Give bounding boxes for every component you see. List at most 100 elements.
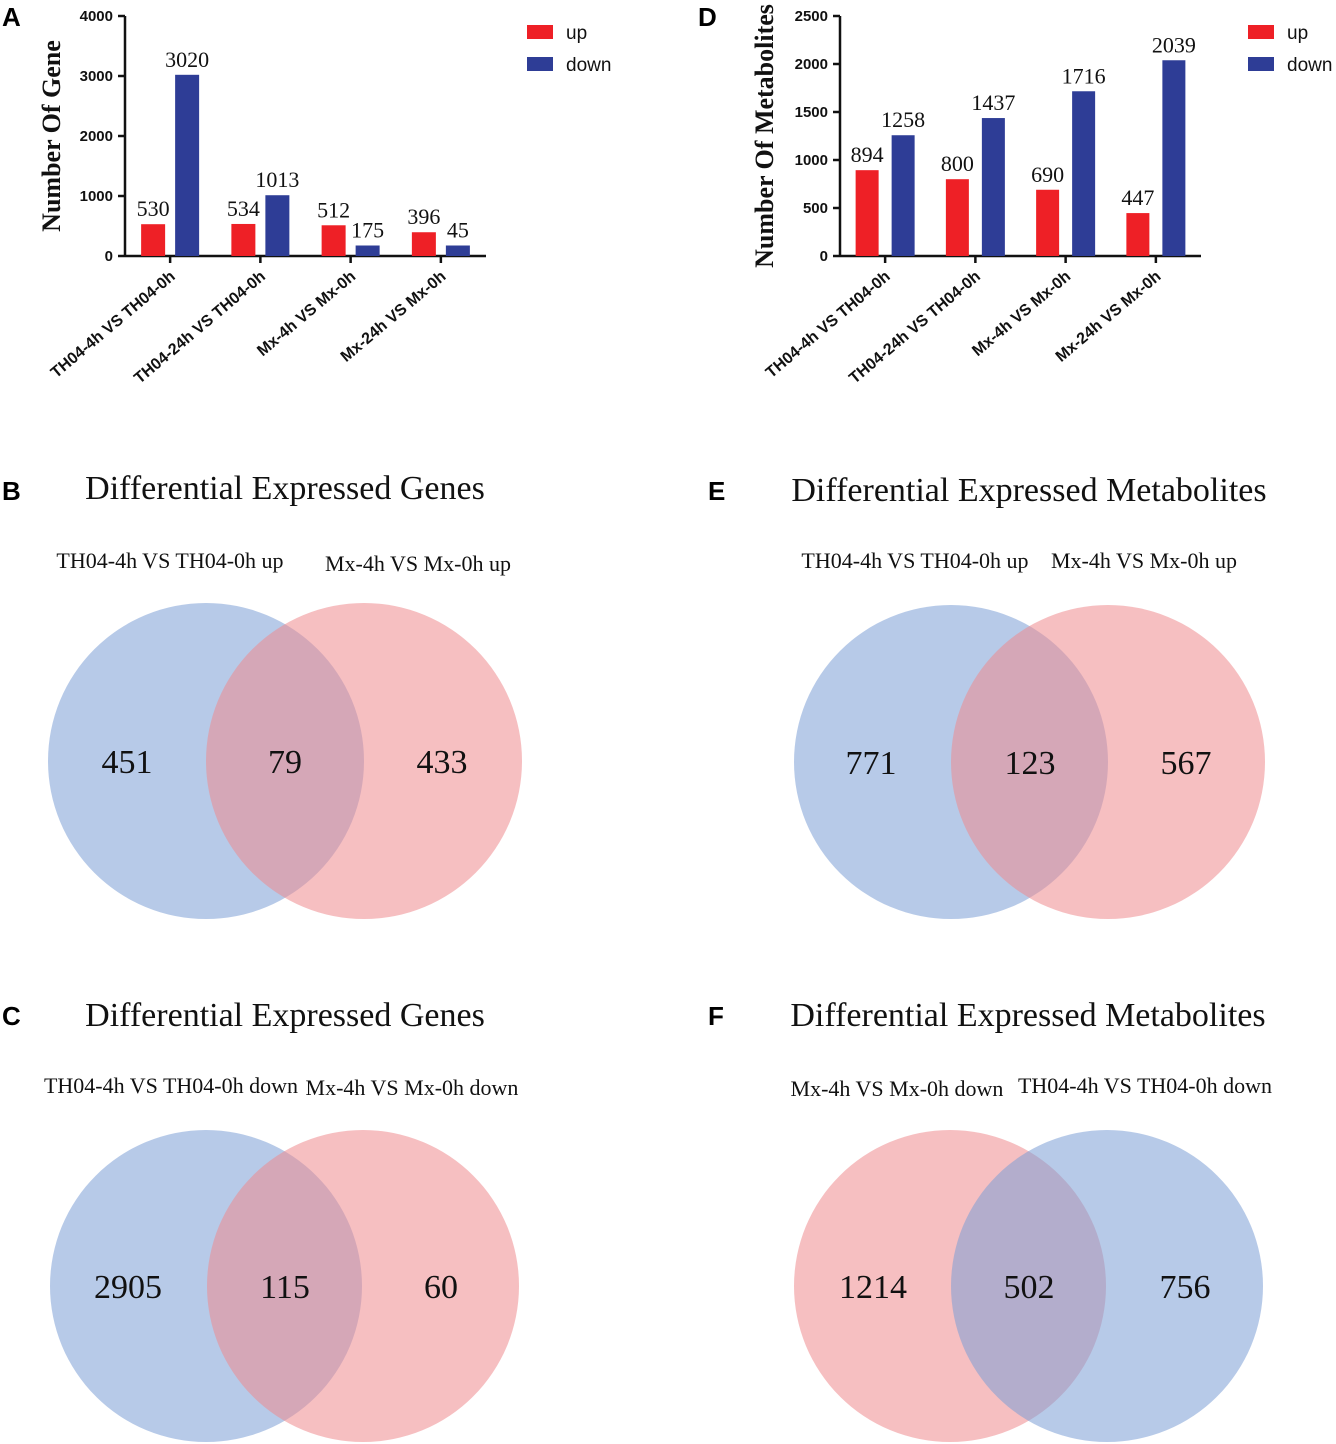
bar-down xyxy=(891,135,915,256)
bars xyxy=(141,74,470,256)
venn-circle-right xyxy=(951,1130,1263,1442)
venn-set-label-right: Mx-4h VS Mx-0h down xyxy=(306,1075,519,1100)
bar-down xyxy=(981,118,1005,256)
venn-count-right: 756 xyxy=(1160,1269,1211,1306)
venn-diagram-genes-down: C Differential Expressed Genes TH04-4h V… xyxy=(2,997,519,1442)
panel-letter: B xyxy=(2,476,21,506)
legend-label-down: down xyxy=(1287,55,1332,76)
panel-letter: A xyxy=(2,2,21,32)
legend: up down xyxy=(527,23,611,76)
venn-count-left: 771 xyxy=(846,745,897,782)
bar-up xyxy=(945,179,969,256)
y-tick-label: 0 xyxy=(820,248,828,265)
legend-label-up: up xyxy=(1287,23,1308,44)
bar-down xyxy=(175,74,200,256)
bar-down xyxy=(265,195,290,256)
venn-count-overlap: 115 xyxy=(260,1269,310,1306)
venn-circle-right xyxy=(206,603,522,919)
legend-swatch-down xyxy=(1248,57,1274,71)
y-tick-label: 2500 xyxy=(795,8,828,25)
bar-up xyxy=(321,225,346,256)
bar-up xyxy=(1036,189,1060,256)
y-ticks: 0 1000 2000 3000 4000 xyxy=(80,8,125,265)
venn-diagram-metabolites-down: F Differential Expressed Metabolites Mx-… xyxy=(708,997,1272,1442)
data-label-down: 2039 xyxy=(1152,32,1196,57)
legend: up down xyxy=(1248,23,1332,76)
venn-count-overlap: 79 xyxy=(268,744,302,781)
bar-up xyxy=(411,232,436,256)
venn-diagram-metabolites-up: E Differential Expressed Metabolites TH0… xyxy=(708,472,1267,919)
data-label-up: 894 xyxy=(851,142,884,167)
venn-title: Differential Expressed Genes xyxy=(85,470,485,507)
data-label-up: 396 xyxy=(407,204,440,229)
legend-swatch-up xyxy=(527,25,553,39)
panel-letter: F xyxy=(708,1001,724,1031)
y-tick-label: 500 xyxy=(803,200,828,217)
y-tick-label: 2000 xyxy=(80,128,113,145)
data-label-up: 690 xyxy=(1031,162,1064,187)
panel-letter: E xyxy=(708,476,725,506)
venn-set-label-right: Mx-4h VS Mx-0h up xyxy=(1051,548,1237,573)
bar-down xyxy=(1072,91,1096,256)
venn-title: Differential Expressed Genes xyxy=(85,997,485,1034)
category-label: Mx-4h VS Mx-0h xyxy=(254,268,359,360)
y-tick-label: 1000 xyxy=(795,152,828,169)
venn-set-label-left: Mx-4h VS Mx-0h down xyxy=(791,1076,1004,1101)
venn-set-label-right: TH04-4h VS TH04-0h down xyxy=(1018,1073,1272,1098)
y-axis-title: Number Of Gene xyxy=(37,40,66,232)
venn-set-label-left: TH04-4h VS TH04-0h up xyxy=(56,548,283,573)
bar-down xyxy=(445,245,470,256)
data-label-down: 1437 xyxy=(971,90,1015,115)
data-label-up: 800 xyxy=(941,151,974,176)
venn-title: Differential Expressed Metabolites xyxy=(790,997,1265,1034)
venn-count-left: 451 xyxy=(102,744,153,781)
panel-letter: C xyxy=(2,1001,21,1031)
data-label-down: 1013 xyxy=(255,167,299,192)
bar-down xyxy=(1162,60,1186,257)
y-tick-label: 2000 xyxy=(795,56,828,73)
data-label-up: 534 xyxy=(227,196,260,221)
venn-count-overlap: 502 xyxy=(1004,1269,1055,1306)
panel-letter: D xyxy=(698,2,717,32)
y-tick-label: 1500 xyxy=(795,104,828,121)
data-labels: 894 1258 800 1437 690 1716 447 2039 xyxy=(851,32,1196,210)
data-label-down: 1716 xyxy=(1062,63,1106,88)
venn-count-left: 1214 xyxy=(839,1269,907,1306)
bar-up xyxy=(1126,213,1150,256)
venn-count-right: 567 xyxy=(1161,745,1212,782)
bar-chart-metabolites: D Number Of Metabolites 0 500 1000 1500 2000… xyxy=(698,2,1332,387)
legend-label-down: down xyxy=(566,55,611,76)
bars xyxy=(855,60,1186,257)
venn-diagram-genes-up: B Differential Expressed Genes TH04-4h V… xyxy=(2,470,522,919)
venn-count-overlap: 123 xyxy=(1005,745,1056,782)
data-label-up: 447 xyxy=(1121,185,1154,210)
venn-count-right: 60 xyxy=(424,1269,458,1306)
venn-set-label-left: TH04-4h VS TH04-0h down xyxy=(44,1073,298,1098)
legend-swatch-down xyxy=(527,57,553,71)
y-tick-label: 0 xyxy=(105,248,113,265)
data-label-down: 3020 xyxy=(165,47,209,72)
venn-set-label-right: Mx-4h VS Mx-0h up xyxy=(325,551,511,576)
data-label-down: 175 xyxy=(351,218,384,243)
bar-up xyxy=(231,223,256,256)
data-label-up: 512 xyxy=(317,197,350,222)
legend-label-up: up xyxy=(566,23,587,44)
y-tick-label: 1000 xyxy=(80,188,113,205)
venn-set-label-left: TH04-4h VS TH04-0h up xyxy=(801,548,1028,573)
bar-down xyxy=(355,245,380,256)
venn-circle-right xyxy=(207,1130,519,1442)
bar-up xyxy=(141,224,166,256)
y-tick-label: 3000 xyxy=(80,68,113,85)
venn-count-right: 433 xyxy=(417,744,468,781)
venn-circle-right xyxy=(951,605,1265,919)
category-label: Mx-4h VS Mx-0h xyxy=(969,268,1074,360)
venn-count-left: 2905 xyxy=(94,1269,162,1306)
venn-title: Differential Expressed Metabolites xyxy=(791,472,1266,509)
legend-swatch-up xyxy=(1248,25,1274,39)
y-axis-title: Number Of Metabolites xyxy=(750,4,779,268)
data-label-down: 1258 xyxy=(881,107,925,132)
data-label-down: 45 xyxy=(447,218,469,243)
